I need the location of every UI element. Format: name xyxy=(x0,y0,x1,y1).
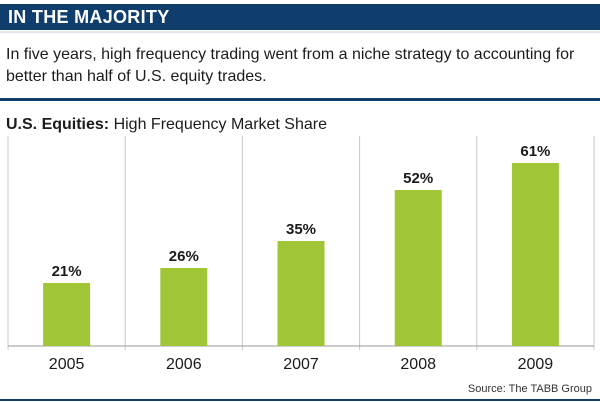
bar-2009 xyxy=(511,163,559,346)
x-tick-label-2008: 2008 xyxy=(400,356,436,373)
source-note: Source: The TABB Group xyxy=(467,383,592,395)
chart-heading-bold: U.S. Equities: xyxy=(6,116,110,133)
chart-title: IN THE MAJORITY xyxy=(8,7,170,27)
chart-heading: U.S. Equities: High Frequency Market Sha… xyxy=(6,116,327,134)
bar-2008 xyxy=(394,190,442,346)
x-tick-label-2006: 2006 xyxy=(166,356,202,373)
bottom-divider xyxy=(0,399,600,401)
bar-2006 xyxy=(160,268,208,346)
data-label-2005: 21% xyxy=(52,263,82,280)
chart-heading-rest: High Frequency Market Share xyxy=(109,116,327,133)
section-divider xyxy=(0,98,600,101)
bar-2007 xyxy=(277,241,325,346)
bar-chart: 21% 2005 26% 2006 35% 2007 52% 2008 61% 2009 xyxy=(7,136,595,373)
x-tick-label-2007: 2007 xyxy=(283,356,319,373)
intro-text: In five years, high frequency trading we… xyxy=(6,46,575,85)
chart-title-bar: IN THE MAJORITY xyxy=(0,4,600,30)
x-tick-label-2005: 2005 xyxy=(49,356,85,373)
bar-2005 xyxy=(43,283,91,346)
data-label-2008: 52% xyxy=(403,170,433,187)
title-underline xyxy=(0,31,600,33)
x-tick-label-2009: 2009 xyxy=(518,356,554,373)
data-label-2006: 26% xyxy=(169,248,199,265)
data-label-2007: 35% xyxy=(286,221,316,238)
data-label-2009: 61% xyxy=(520,143,550,160)
